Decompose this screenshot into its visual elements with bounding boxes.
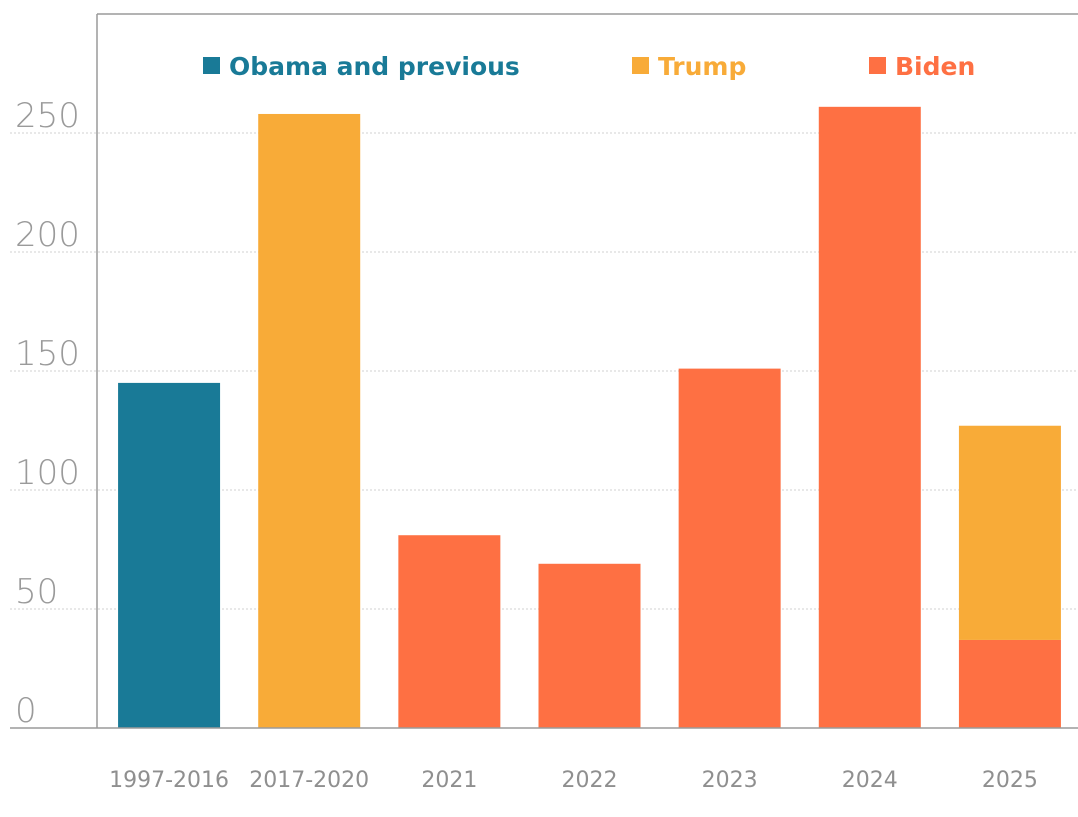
legend-label: Obama and previous <box>229 52 520 81</box>
x-tick-label: 2025 <box>982 768 1038 793</box>
legend: Obama and previous Trump Biden <box>203 52 975 81</box>
y-axis-ticks: 0 50 100 150 200 250 <box>15 96 80 731</box>
legend-item-trump: Trump <box>632 52 746 81</box>
legend-swatch <box>869 57 886 74</box>
bar-biden-6 <box>958 639 1061 728</box>
y-tick-label: 250 <box>15 96 80 136</box>
legend-label: Trump <box>658 52 746 81</box>
x-axis-labels: 1997-2016 2017-2020 2021 2022 2023 2024 2025 <box>109 768 1038 793</box>
bar-trump-6 <box>958 425 1061 640</box>
bar-obama-and-previous-0 <box>118 382 221 728</box>
y-tick-label: 50 <box>15 572 58 612</box>
legend-item-biden: Biden <box>869 52 975 81</box>
y-tick-label: 150 <box>15 334 80 374</box>
legend-item-obama-and-previous: Obama and previous <box>203 52 520 81</box>
x-tick-label: 2017-2020 <box>249 768 369 793</box>
x-tick-label: 2022 <box>562 768 618 793</box>
bar-trump-1 <box>258 113 361 728</box>
bar-biden-2 <box>398 535 501 728</box>
y-tick-label: 100 <box>15 453 80 493</box>
y-tick-label: 200 <box>15 215 80 255</box>
x-tick-label: 2021 <box>421 768 477 793</box>
bar-biden-3 <box>538 563 641 728</box>
legend-swatch <box>632 57 649 74</box>
legend-swatch <box>203 57 220 74</box>
y-tick-label: 0 <box>15 691 37 731</box>
legend-label: Biden <box>895 52 975 81</box>
x-tick-label: 2024 <box>842 768 898 793</box>
x-tick-label: 1997-2016 <box>109 768 229 793</box>
axes <box>10 14 1078 729</box>
bar-biden-5 <box>818 106 921 728</box>
x-tick-label: 2023 <box>702 768 758 793</box>
bars <box>118 106 1061 728</box>
bar-biden-4 <box>678 368 781 728</box>
